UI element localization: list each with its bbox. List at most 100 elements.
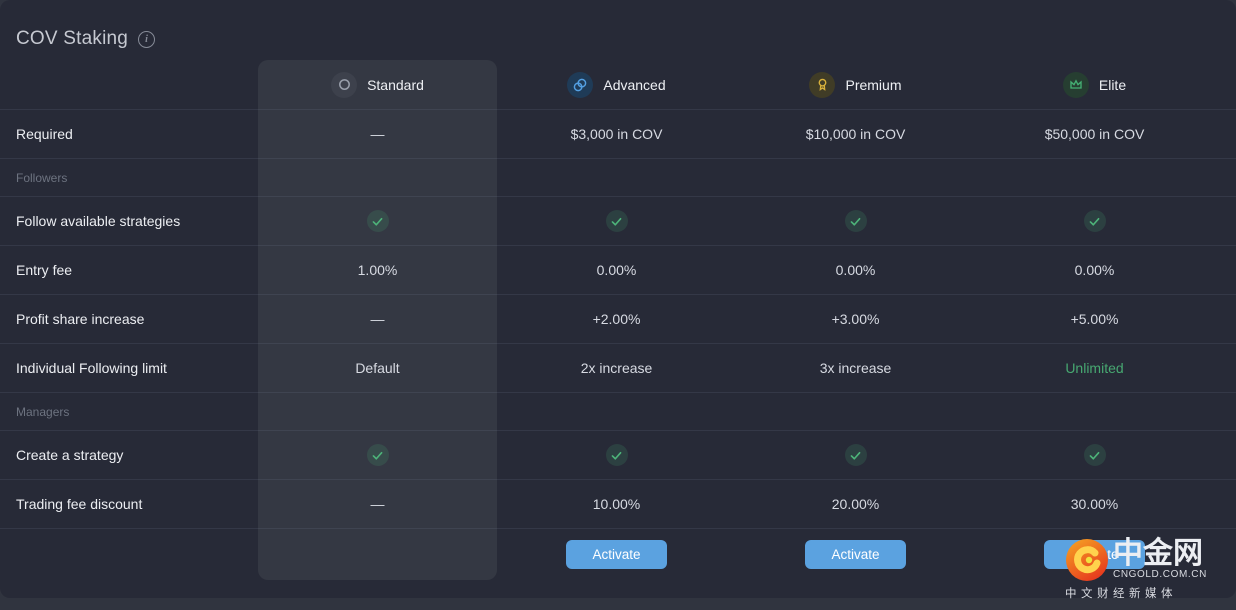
table-row: Required — $3,000 in COV $10,000 in COV $50,… bbox=[0, 110, 1236, 159]
cell-premium: 3x increase bbox=[736, 344, 975, 392]
table-body: Required — $3,000 in COV $10,000 in COV $50,… bbox=[0, 110, 1236, 529]
page-title: COV Staking bbox=[16, 27, 129, 49]
cell-value: 3x increase bbox=[819, 360, 892, 376]
cell-value: 0.00% bbox=[835, 262, 876, 278]
panel-header: COV Staking i bbox=[0, 0, 1236, 60]
cell-value: +2.00% bbox=[592, 311, 641, 327]
section-label: Managers bbox=[16, 404, 70, 419]
cell-advanced: 2x increase bbox=[497, 344, 736, 392]
cell-elite bbox=[975, 431, 1214, 479]
cell-standard: Default bbox=[258, 344, 497, 392]
medal-icon bbox=[809, 71, 836, 98]
activate-button-advanced[interactable]: Activate bbox=[566, 539, 667, 569]
cell-advanced: +2.00% bbox=[497, 295, 736, 343]
tier-label: Standard bbox=[367, 76, 424, 93]
check-icon bbox=[605, 210, 628, 232]
button-cell-premium: Activate bbox=[736, 529, 975, 579]
cell-value: 1.00% bbox=[357, 262, 398, 278]
row-label: Trading fee discount bbox=[16, 496, 143, 512]
tier-header-premium: Premium bbox=[736, 60, 975, 109]
cell-value: 0.00% bbox=[596, 262, 637, 278]
watermark-tagline: 中文财经新媒体 bbox=[1065, 588, 1177, 600]
cell-premium bbox=[736, 431, 975, 479]
cell-value: 20.00% bbox=[831, 496, 880, 512]
table-row: Trading fee discount — 10.00% 20.00% 30.00% bbox=[0, 480, 1236, 529]
cell-premium: 20.00% bbox=[736, 480, 975, 528]
button-cell-advanced: Activate bbox=[497, 529, 736, 579]
crown-icon bbox=[1062, 71, 1089, 98]
check-icon bbox=[605, 444, 628, 466]
section-label-cell: Followers bbox=[0, 159, 258, 196]
tier-label: Premium bbox=[845, 76, 902, 93]
cell-advanced bbox=[497, 431, 736, 479]
cell-value: +3.00% bbox=[831, 311, 880, 327]
section-label-cell: Managers bbox=[0, 393, 258, 430]
cell-value: +5.00% bbox=[1070, 311, 1119, 327]
cell-premium: +3.00% bbox=[736, 295, 975, 343]
check-icon bbox=[844, 444, 867, 466]
row-label: Individual Following limit bbox=[16, 360, 167, 376]
row-label: Follow available strategies bbox=[16, 213, 181, 229]
check-icon bbox=[366, 210, 389, 232]
cell-value: — bbox=[370, 311, 385, 327]
cell-elite: Unlimited bbox=[975, 344, 1214, 392]
cell-value: $10,000 in COV bbox=[805, 126, 906, 142]
ring-icon bbox=[331, 71, 358, 98]
current-tier-highlight bbox=[258, 60, 497, 580]
row-label: Create a strategy bbox=[16, 447, 124, 463]
cell-standard bbox=[258, 431, 497, 479]
row-label-cell: Entry fee bbox=[0, 246, 258, 294]
cell-advanced bbox=[497, 197, 736, 245]
table-row: Follow available strategies bbox=[0, 197, 1236, 246]
cell-elite bbox=[975, 197, 1214, 245]
cell-elite: $50,000 in COV bbox=[975, 110, 1214, 158]
tiers-table: Standard Advanced Premium Elite Required — $3… bbox=[0, 60, 1236, 580]
cell-value: 2x increase bbox=[580, 360, 653, 376]
row-label-cell: Individual Following limit bbox=[0, 344, 258, 392]
info-icon[interactable]: i bbox=[138, 31, 156, 48]
row-label-cell: Trading fee discount bbox=[0, 480, 258, 528]
tier-header-row: Standard Advanced Premium Elite bbox=[0, 60, 1236, 110]
row-label-cell: Create a strategy bbox=[0, 431, 258, 479]
table-row: Create a strategy bbox=[0, 431, 1236, 480]
tier-label: Elite bbox=[1098, 76, 1127, 93]
buttons-row-spacer bbox=[0, 529, 258, 579]
cell-elite: 0.00% bbox=[975, 246, 1214, 294]
cell-value: — bbox=[370, 496, 385, 512]
cell-value: Default bbox=[355, 360, 400, 376]
cell-advanced: 0.00% bbox=[497, 246, 736, 294]
table-row: Profit share increase — +2.00% +3.00% +5.00% bbox=[0, 295, 1236, 344]
tier-header-advanced: Advanced bbox=[497, 60, 736, 109]
row-label: Required bbox=[16, 126, 73, 142]
cell-value: 10.00% bbox=[592, 496, 641, 512]
cngold-logo-icon bbox=[1065, 538, 1109, 582]
row-label-cell: Profit share increase bbox=[0, 295, 258, 343]
cell-standard: — bbox=[258, 110, 497, 158]
cell-standard: 1.00% bbox=[258, 246, 497, 294]
cell-value: $3,000 in COV bbox=[570, 126, 663, 142]
row-label-cell: Follow available strategies bbox=[0, 197, 258, 245]
cell-premium: 0.00% bbox=[736, 246, 975, 294]
cell-standard: — bbox=[258, 295, 497, 343]
check-icon bbox=[1083, 444, 1106, 466]
tier-header-spacer bbox=[0, 60, 258, 109]
check-icon bbox=[366, 444, 389, 466]
cell-elite: +5.00% bbox=[975, 295, 1214, 343]
tier-label: Advanced bbox=[603, 76, 666, 93]
watermark-brand: 中金网 bbox=[1113, 537, 1203, 570]
button-cell-standard bbox=[258, 529, 497, 579]
cell-advanced: $3,000 in COV bbox=[497, 110, 736, 158]
cell-value: 0.00% bbox=[1074, 262, 1115, 278]
cell-standard: — bbox=[258, 480, 497, 528]
section-label: Followers bbox=[16, 170, 68, 185]
watermark-domain: CNGOLD.COM.CN bbox=[1113, 569, 1207, 580]
check-icon bbox=[1083, 210, 1106, 232]
cell-premium: $10,000 in COV bbox=[736, 110, 975, 158]
cell-value: 30.00% bbox=[1070, 496, 1119, 512]
cell-value: $50,000 in COV bbox=[1044, 126, 1145, 142]
section-row: Followers bbox=[0, 159, 1236, 197]
activate-button-premium[interactable]: Activate bbox=[805, 539, 906, 569]
cell-value: — bbox=[370, 126, 385, 142]
cell-standard bbox=[258, 197, 497, 245]
activate-buttons-row: ActivateActivateActivate bbox=[0, 529, 1236, 579]
